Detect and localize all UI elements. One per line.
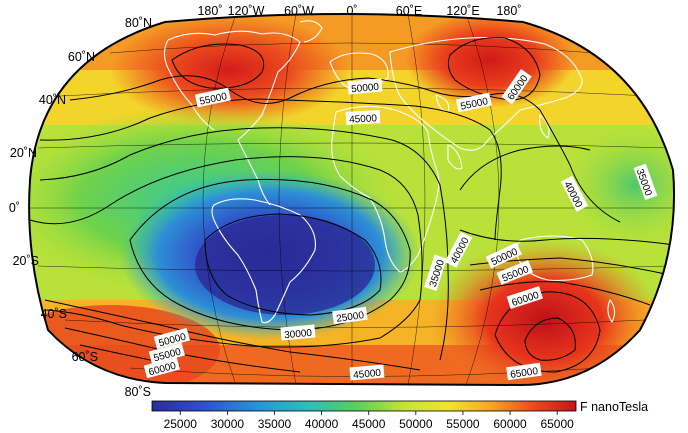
svg-text:25000: 25000	[336, 310, 366, 325]
lat-label: 80˚N	[125, 16, 152, 30]
longitude-labels: 180˚ 120˚W 60˚W 0˚ 60˚E 120˚E 180˚	[197, 4, 521, 18]
lon-label: 180˚	[197, 4, 222, 18]
svg-text:30000: 30000	[284, 328, 313, 341]
colorbar-tick-label: 55000	[446, 417, 480, 431]
colorbar-tick-label: 50000	[399, 417, 433, 431]
svg-text:45000: 45000	[353, 368, 382, 381]
colorbar-gradient	[151, 400, 577, 412]
lat-label: 40˚S	[41, 307, 67, 321]
svg-text:45000: 45000	[349, 113, 378, 125]
colorbar-tick-label: 35000	[258, 417, 292, 431]
lat-label: 60˚N	[68, 50, 95, 64]
colorbar-tick-label: 25000	[164, 417, 198, 431]
svg-text:65000: 65000	[510, 366, 540, 381]
contour-label: 30000	[280, 324, 316, 341]
colorbar-tick-label: 30000	[211, 417, 245, 431]
globe-outline	[28, 13, 676, 387]
lon-label: 0˚	[346, 4, 357, 18]
svg-text:50000: 50000	[351, 82, 380, 95]
lat-label: 0˚	[9, 201, 20, 215]
lon-label: 60˚E	[396, 4, 422, 18]
latitude-labels: 80˚N 60˚N 40˚N 20˚N 0˚ 20˚S 40˚S 60˚S 80…	[9, 16, 152, 399]
lat-label: 80˚S	[125, 385, 151, 399]
colorbar-ticks: 25000 30000 35000 40000 45000 50000 55000 60000…	[164, 411, 574, 431]
lat-label: 20˚S	[13, 254, 39, 268]
colorbar-tick-label: 40000	[305, 417, 339, 431]
colorbar-quantity-label: F nanoTesla	[580, 400, 648, 414]
lat-label: 40˚N	[39, 93, 66, 107]
contour-label: 25000	[332, 306, 368, 325]
lon-label: 120˚W	[228, 4, 265, 18]
colorbar-tick-label: 60000	[493, 417, 527, 431]
lat-label: 60˚S	[72, 350, 98, 364]
colorbar-tick-label: 45000	[352, 417, 386, 431]
colorbar: 25000 30000 35000 40000 45000 50000 55000 60000…	[151, 400, 648, 431]
contour-label: 45000	[345, 110, 381, 126]
contour-label: 45000	[349, 364, 385, 381]
lon-label: 120˚E	[446, 4, 479, 18]
lat-label: 20˚N	[10, 146, 37, 160]
contour-lines	[29, 37, 675, 373]
contour-label: 50000	[347, 78, 383, 95]
contour-label: 65000	[506, 362, 542, 381]
lon-label: 60˚W	[284, 4, 314, 18]
colorbar-tick-label: 65000	[540, 417, 574, 431]
lon-label: 180˚	[496, 4, 521, 18]
